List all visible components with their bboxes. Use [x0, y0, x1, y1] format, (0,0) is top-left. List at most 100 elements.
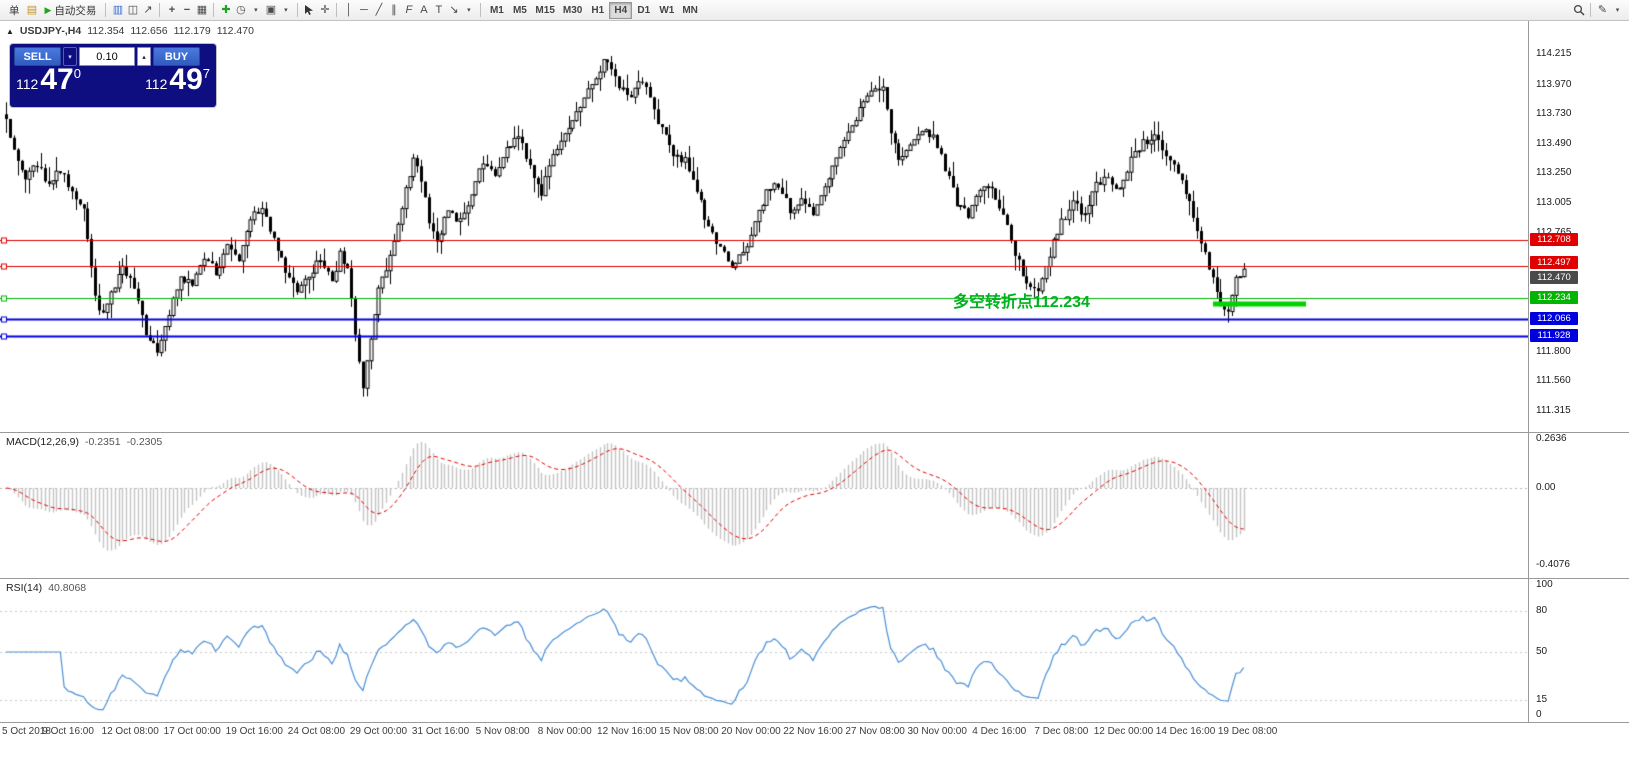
crosshair-icon[interactable]: ✛ — [320, 3, 330, 16]
channel-icon[interactable]: ∥ — [391, 3, 397, 16]
macd-panel-canvas[interactable] — [0, 433, 1528, 578]
macd-axis-label: 0.2636 — [1536, 433, 1567, 444]
arrows-dropdown-icon[interactable]: ▾ — [467, 6, 471, 14]
macd-value-2: -0.2305 — [126, 436, 163, 448]
rsi-panel-separator[interactable] — [0, 578, 1629, 579]
periods-dropdown-icon[interactable]: ▾ — [254, 6, 258, 14]
timeframe-m15-button[interactable]: M15 — [531, 2, 558, 19]
buy-price-prefix: 112 — [145, 75, 168, 92]
toolbar-separator — [336, 3, 338, 17]
ohlc-low: 112.179 — [173, 25, 211, 37]
price-axis[interactable]: 114.215 113.970 113.730 113.490 113.250 113.0… — [1529, 21, 1629, 432]
toolbar-separator — [159, 3, 161, 17]
timeframe-h1-button[interactable]: H1 — [586, 2, 609, 19]
price-axis-label: 113.730 — [1536, 108, 1572, 120]
time-axis[interactable]: 5 Oct 2018 9 Oct 16:00 12 Oct 08:00 17 Oct … — [0, 723, 1528, 740]
volume-increase-button[interactable]: ▴ — [137, 47, 151, 66]
price-chart-canvas[interactable] — [0, 21, 1528, 432]
price-axis-badge: 112.470 — [1530, 271, 1578, 285]
toolbar-separator — [213, 3, 215, 17]
pivot-annotation-text[interactable]: 多空转折点112.234 — [953, 294, 1090, 311]
fibonacci-icon[interactable]: F — [405, 3, 413, 16]
templates-icon[interactable]: ▣ — [265, 3, 277, 16]
price-axis-badge: 112.497 — [1530, 255, 1578, 269]
price-axis-badge: 112.234 — [1530, 291, 1578, 305]
rsi-value: 40.8068 — [48, 582, 87, 594]
timeframe-m5-button[interactable]: M5 — [508, 2, 531, 19]
candlestick-chart-icon[interactable]: ◫ — [127, 3, 139, 16]
vertical-line-icon[interactable]: │ — [345, 3, 353, 16]
symbol-marker-icon: ▲ — [6, 26, 14, 36]
timeframe-mn-button[interactable]: MN — [678, 2, 702, 19]
rsi-axis-label: 15 — [1536, 693, 1548, 705]
compose-icon[interactable]: ✎ — [1597, 3, 1608, 16]
new-order-button[interactable]: 单 — [4, 2, 25, 19]
arrows-tool-icon[interactable]: ↘ — [449, 3, 459, 16]
chart-file-icon[interactable]: ▤ — [26, 3, 38, 16]
bar-chart-icon[interactable]: ▥ — [112, 3, 124, 16]
zoom-out-icon[interactable]: − — [183, 3, 191, 16]
price-axis-label: 113.490 — [1536, 137, 1572, 149]
buy-price-display: 112 49 7 — [145, 65, 210, 95]
macd-value-1: -0.2351 — [84, 436, 121, 448]
timeframe-m1-button[interactable]: M1 — [485, 2, 508, 19]
zoom-in-icon[interactable]: + — [168, 3, 176, 16]
timeframe-w1-button[interactable]: W1 — [655, 2, 678, 19]
ohlc-close: 112.470 — [216, 25, 254, 37]
time-axis-label: 15 Nov 08:00 — [659, 726, 719, 737]
time-axis-label: 7 Dec 08:00 — [1034, 726, 1089, 737]
time-axis-label: 8 Nov 00:00 — [537, 726, 592, 737]
toolbar-separator — [297, 3, 299, 17]
line-chart-icon[interactable]: ↗ — [143, 3, 153, 16]
macd-indicator-label: MACD(12,26,9) -0.2351 -0.2305 — [6, 436, 162, 448]
sell-button[interactable]: SELL — [14, 47, 61, 66]
volume-input[interactable] — [79, 47, 135, 66]
time-axis-label: 19 Oct 16:00 — [225, 726, 283, 737]
tile-windows-icon[interactable]: ▦ — [196, 3, 208, 16]
price-axis-label: 113.250 — [1536, 167, 1572, 179]
trendline-icon[interactable]: ╱ — [375, 3, 383, 16]
rsi-axis[interactable]: 100 80 50 15 0 — [1529, 579, 1629, 722]
price-axis-label: 113.005 — [1536, 197, 1572, 209]
time-axis-label: 27 Nov 08:00 — [845, 726, 905, 737]
time-axis-label: 5 Oct 2018 — [2, 726, 51, 737]
price-axis-badge: 111.928 — [1530, 328, 1578, 342]
compose-dropdown-icon[interactable]: ▾ — [1615, 6, 1620, 14]
timeframe-d1-button[interactable]: D1 — [632, 2, 655, 19]
macd-panel-separator[interactable] — [0, 432, 1629, 433]
search-icon[interactable] — [1571, 2, 1586, 19]
rsi-axis-label: 100 — [1536, 579, 1553, 590]
periods-clock-icon[interactable]: ◷ — [236, 3, 246, 16]
macd-name: MACD(12,26,9) — [6, 436, 79, 448]
time-axis-label: 12 Oct 08:00 — [101, 726, 159, 737]
time-axis-label: 30 Nov 00:00 — [907, 726, 967, 737]
price-axis-label: 111.315 — [1536, 405, 1571, 417]
autotrading-button[interactable]: ▶ 自动交易 — [40, 2, 102, 19]
price-axis-separator — [1528, 21, 1529, 722]
chart-ohlc-header: ▲ USDJPY-,H4 112.354 112.656 112.179 112… — [6, 25, 254, 37]
ohlc-high: 112.656 — [130, 25, 168, 37]
text-tool-icon[interactable]: A — [420, 3, 428, 16]
time-axis-separator — [0, 722, 1629, 723]
price-axis-label: 113.970 — [1536, 78, 1572, 90]
time-axis-label: 22 Nov 16:00 — [783, 726, 843, 737]
rsi-panel-canvas[interactable] — [0, 579, 1528, 722]
horizontal-line-icon[interactable]: ─ — [360, 3, 368, 16]
toolbar: 单 ▤ ▶ 自动交易 ▥ ◫ ↗ + − ▦ ✚ ◷ ▾ ▣ ▾ ✛ │ ─ ╱… — [0, 0, 1629, 21]
add-indicator-icon[interactable]: ✚ — [221, 3, 231, 16]
time-axis-label: 4 Dec 16:00 — [972, 726, 1027, 737]
timeframe-h4-button[interactable]: H4 — [609, 1, 633, 19]
macd-axis[interactable]: 0.2636 0.00 -0.4076 — [1529, 433, 1629, 578]
price-axis-label: 111.560 — [1536, 375, 1571, 387]
cursor-icon[interactable] — [302, 2, 317, 19]
time-axis-label: 24 Oct 08:00 — [287, 726, 346, 737]
text-label-icon[interactable]: T — [435, 3, 443, 16]
timeframe-m30-button[interactable]: M30 — [559, 2, 586, 19]
autotrading-label: 自动交易 — [54, 4, 97, 17]
rsi-name: RSI(14) — [6, 582, 43, 594]
templates-dropdown-icon[interactable]: ▾ — [284, 6, 288, 14]
time-axis-label: 31 Oct 16:00 — [411, 726, 470, 737]
volume-dropdown-button[interactable]: ▾ — [63, 47, 77, 66]
buy-button[interactable]: BUY — [153, 47, 200, 66]
sell-price-display: 112 47 0 — [16, 65, 81, 95]
